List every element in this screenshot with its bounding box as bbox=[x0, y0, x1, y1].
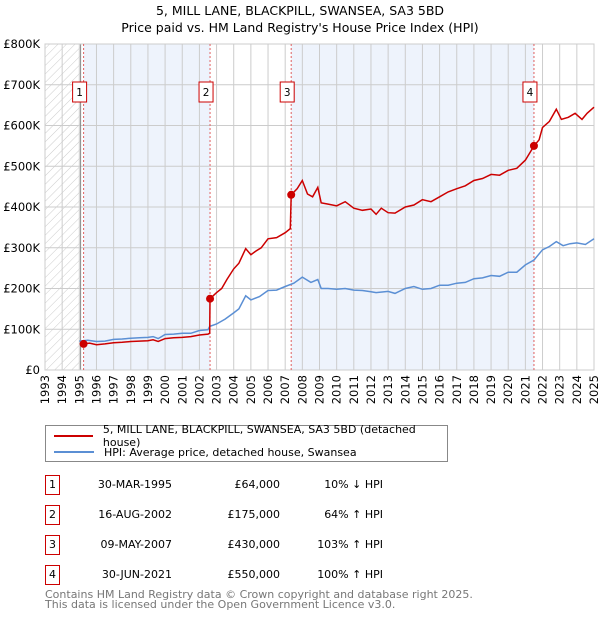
x-tick-label: 2002 bbox=[192, 375, 206, 404]
table-row: 1 30-MAR-1995 £64,000 10% ↓ HPI bbox=[45, 475, 600, 495]
legend-item-property: 5, MILL LANE, BLACKPILL, SWANSEA, SA3 5B… bbox=[54, 423, 447, 449]
sale-label-number: 1 bbox=[76, 87, 83, 99]
x-tick-label: 2016 bbox=[433, 375, 447, 404]
hpi-line bbox=[79, 238, 595, 343]
y-tick-label: £100K bbox=[3, 322, 40, 336]
x-tick-label: 2018 bbox=[467, 375, 481, 404]
y-tick-label: £600K bbox=[3, 119, 40, 133]
sale-label-box bbox=[522, 81, 538, 103]
sale-hpi-diff: 100% ↑ HPI bbox=[317, 568, 383, 581]
y-tick-label: £700K bbox=[3, 78, 40, 92]
footer: Contains HM Land Registry data © Crown c… bbox=[45, 588, 473, 611]
y-tick-label: £0 bbox=[25, 363, 40, 377]
x-tick-label: 2025 bbox=[587, 375, 600, 404]
copyright-text: Contains HM Land Registry data © Crown c… bbox=[45, 588, 473, 601]
sale-label-box bbox=[72, 81, 88, 103]
sale-point bbox=[287, 190, 296, 199]
y-tick-label: £200K bbox=[3, 282, 40, 296]
x-tick-label: 1997 bbox=[107, 375, 121, 404]
sale-price: £175,000 bbox=[227, 508, 281, 521]
sale-point bbox=[206, 294, 215, 303]
sale-date: 30-MAR-1995 bbox=[97, 478, 172, 491]
sale-badge: 2 bbox=[45, 505, 60, 525]
x-tick-label: 2005 bbox=[244, 375, 258, 404]
x-tick-label: 2010 bbox=[330, 375, 344, 404]
x-tick-label: 1994 bbox=[55, 375, 69, 404]
x-tick-label: 2007 bbox=[278, 375, 292, 404]
x-tick-label: 2012 bbox=[364, 375, 378, 404]
x-tick-label: 2008 bbox=[295, 375, 309, 404]
y-tick-label: £300K bbox=[3, 241, 40, 255]
sale-badge: 4 bbox=[45, 565, 60, 585]
x-tick-label: 2024 bbox=[570, 375, 584, 404]
table-row: 3 09-MAY-2007 £430,000 103% ↑ HPI bbox=[45, 535, 600, 555]
sale-point bbox=[529, 141, 538, 150]
y-tick-label: £400K bbox=[3, 200, 40, 214]
blue-line-swatch bbox=[54, 451, 94, 453]
red-line-swatch bbox=[54, 435, 93, 437]
x-tick-label: 2006 bbox=[261, 375, 275, 404]
y-tick-label: £800K bbox=[3, 37, 40, 51]
sale-price: £64,000 bbox=[234, 478, 281, 491]
licence-text: This data is licensed under the Open Gov… bbox=[45, 598, 396, 611]
x-tick-label: 2011 bbox=[347, 375, 361, 404]
x-tick-label: 2000 bbox=[158, 375, 172, 404]
x-tick-label: 2023 bbox=[553, 375, 567, 404]
x-tick-label: 1999 bbox=[141, 375, 155, 404]
legend-item-hpi: HPI: Average price, detached house, Swan… bbox=[54, 444, 357, 460]
x-tick-label: 2015 bbox=[415, 375, 429, 404]
x-tick-label: 2013 bbox=[381, 375, 395, 404]
y-tick-label: £500K bbox=[3, 159, 40, 173]
legend-label: 5, MILL LANE, BLACKPILL, SWANSEA, SA3 5B… bbox=[102, 423, 416, 449]
chart-title: 5, MILL LANE, BLACKPILL, SWANSEA, SA3 5B… bbox=[155, 3, 445, 18]
sale-hpi-diff: 64% ↑ HPI bbox=[324, 508, 383, 521]
x-tick-label: 2001 bbox=[175, 375, 189, 404]
x-tick-label: 1993 bbox=[38, 375, 52, 404]
sale-point bbox=[79, 339, 88, 348]
sale-label-box bbox=[198, 81, 214, 103]
x-tick-label: 2021 bbox=[518, 375, 532, 404]
table-row: 4 30-JUN-2021 £550,000 100% ↑ HPI bbox=[45, 565, 600, 585]
sale-price: £550,000 bbox=[227, 568, 281, 581]
x-tick-label: 1998 bbox=[124, 375, 138, 404]
table-row: 2 16-AUG-2002 £175,000 64% ↑ HPI bbox=[45, 505, 600, 525]
x-tick-label: 2009 bbox=[313, 375, 327, 404]
sale-date: 30-JUN-2021 bbox=[101, 568, 172, 581]
x-tick-label: 2003 bbox=[210, 375, 224, 404]
sale-label-box bbox=[279, 81, 295, 103]
sale-badge: 1 bbox=[45, 475, 60, 495]
sale-label-number: 2 bbox=[203, 87, 210, 99]
x-tick-label: 2020 bbox=[501, 375, 515, 404]
sale-price: £430,000 bbox=[227, 538, 281, 551]
x-tick-label: 1996 bbox=[89, 375, 103, 404]
sale-date: 09-MAY-2007 bbox=[100, 538, 172, 551]
legend-label: HPI: Average price, detached house, Swan… bbox=[104, 445, 357, 459]
x-tick-label: 2019 bbox=[484, 375, 498, 404]
sale-label-number: 3 bbox=[284, 87, 291, 99]
x-tick-label: 2022 bbox=[536, 375, 550, 404]
plot-border bbox=[44, 43, 595, 371]
sale-badge: 3 bbox=[45, 535, 60, 555]
chart-subtitle: Price paid vs. HM Land Registry's House … bbox=[121, 20, 479, 35]
x-tick-label: 2014 bbox=[398, 375, 412, 404]
x-tick-label: 2017 bbox=[450, 375, 464, 404]
sale-date: 16-AUG-2002 bbox=[98, 508, 172, 521]
sale-label-number: 4 bbox=[527, 87, 534, 99]
sale-hpi-diff: 10% ↓ HPI bbox=[324, 478, 383, 491]
legend: 5, MILL LANE, BLACKPILL, SWANSEA, SA3 5B… bbox=[45, 423, 448, 462]
price-paid-line bbox=[83, 106, 595, 346]
x-tick-label: 2004 bbox=[227, 375, 241, 404]
x-tick-label: 1995 bbox=[72, 375, 86, 404]
sale-hpi-diff: 103% ↑ HPI bbox=[317, 538, 383, 551]
price-chart: 1993 1994 1995 1996 1997 1998 1999 2000 2001 2002… bbox=[3, 37, 600, 404]
